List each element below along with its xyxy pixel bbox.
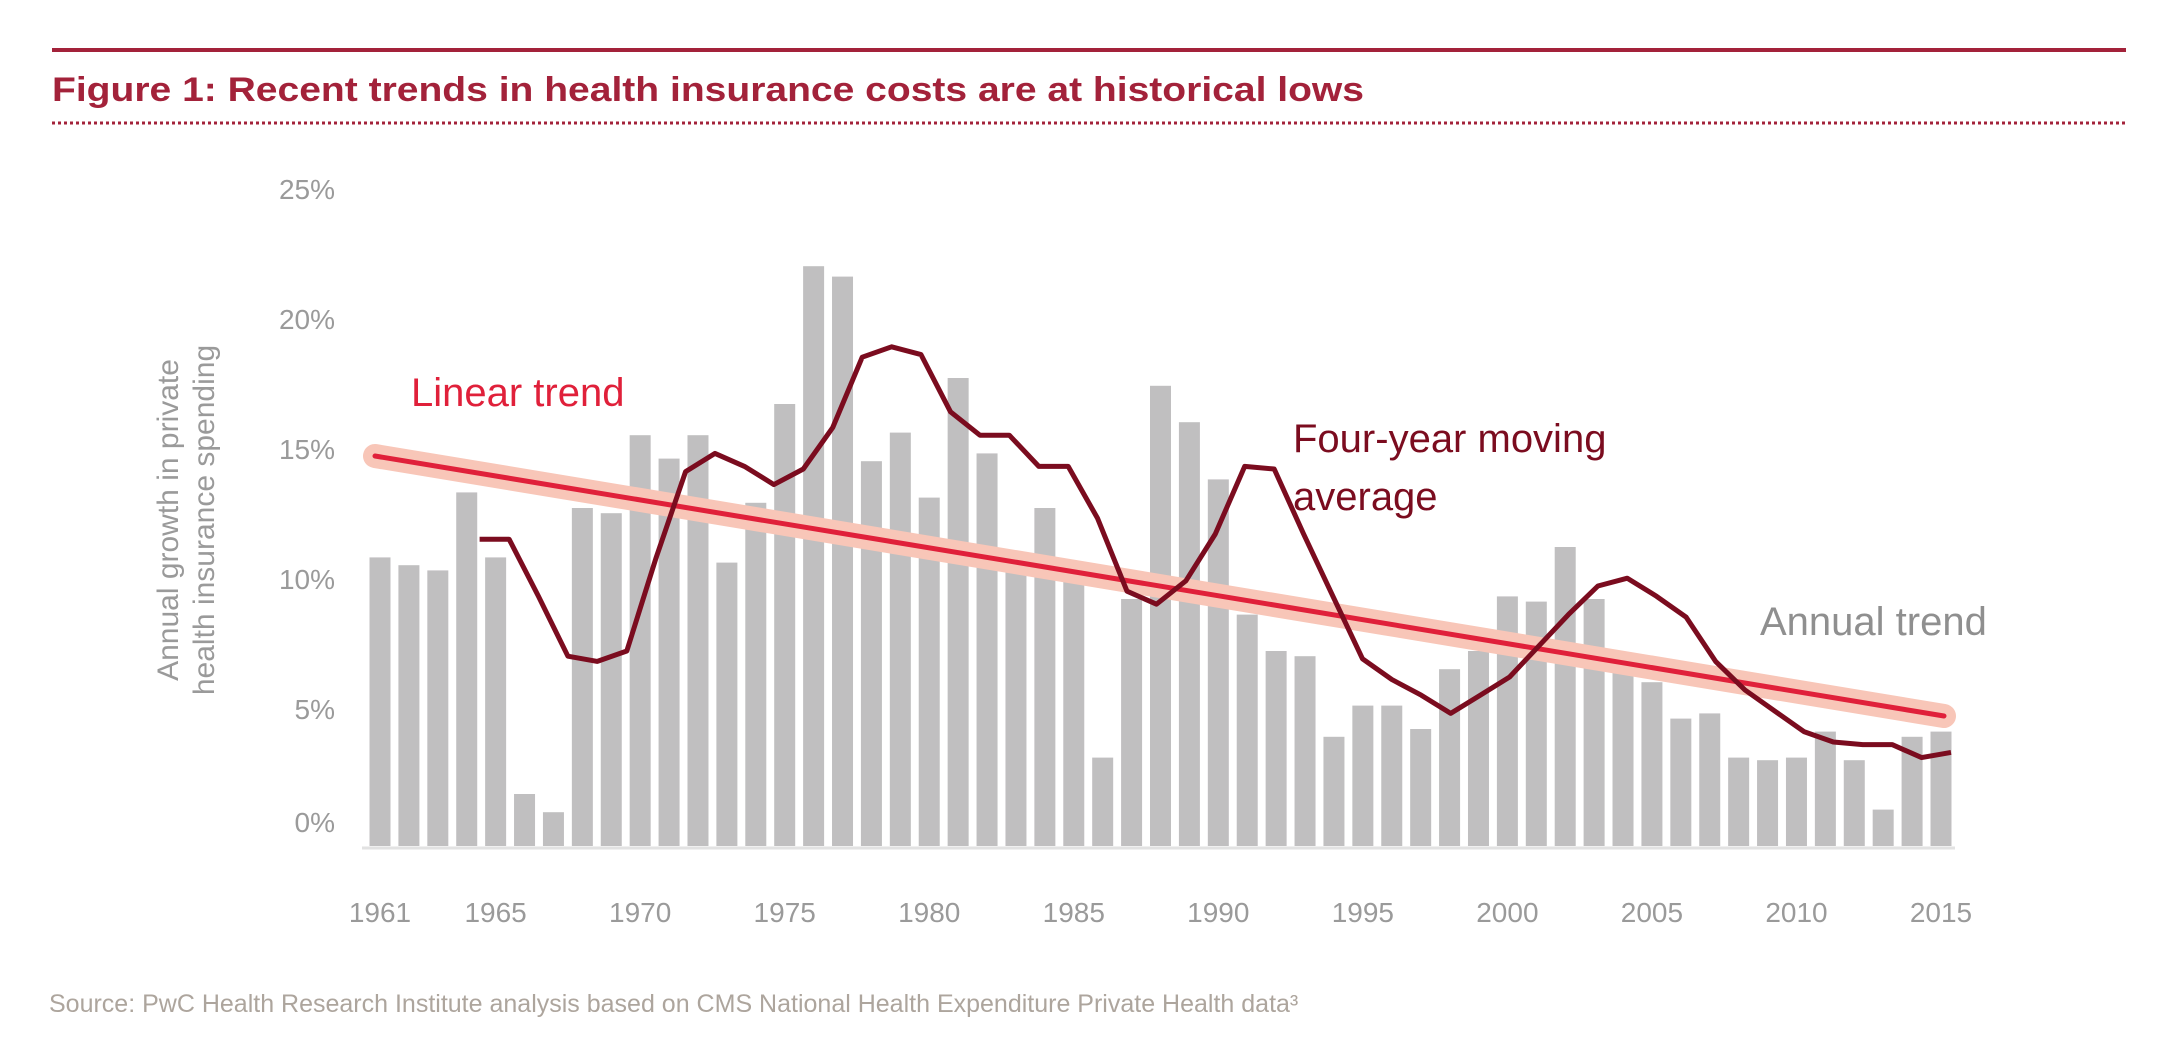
source-note: Source: PwC Health Research Institute an… <box>49 990 1298 1018</box>
x-tick-label: 2000 <box>1476 897 1538 928</box>
bar-1997 <box>1410 729 1432 846</box>
bar-2008 <box>1728 757 1750 846</box>
x-tick-label: 2005 <box>1621 897 1683 928</box>
bar-2013 <box>1872 809 1894 846</box>
moving-average-line <box>479 344 1952 761</box>
bar-2014 <box>1901 736 1923 846</box>
annual-trend-label: Annual trend <box>1760 600 1987 644</box>
x-tick-label: 1975 <box>754 897 816 928</box>
bar-2007 <box>1699 713 1721 846</box>
bar-2015 <box>1930 731 1952 846</box>
bar-1984 <box>1034 508 1056 846</box>
bar-1971 <box>658 458 680 846</box>
bar-2012 <box>1843 760 1865 846</box>
bar-1991 <box>1236 614 1258 846</box>
bar-1961 <box>369 557 391 846</box>
bar-1972 <box>687 435 709 846</box>
bar-2000 <box>1496 596 1518 846</box>
chart-title: Figure 1: Recent trends in health insura… <box>52 71 1364 109</box>
bar-2005 <box>1641 682 1663 846</box>
bar-1980 <box>918 497 940 846</box>
bar-1966 <box>514 794 536 846</box>
bar-2006 <box>1670 718 1692 846</box>
bar-1994 <box>1323 736 1345 846</box>
bar-1983 <box>1005 570 1027 846</box>
bar-1999 <box>1467 651 1489 846</box>
bar-1992 <box>1265 651 1287 846</box>
bar-2002 <box>1554 547 1576 846</box>
x-tick-label: 1980 <box>898 897 960 928</box>
bar-2011 <box>1814 731 1836 846</box>
bar-2001 <box>1525 601 1547 846</box>
y-axis-title: Annual growth in private health insuranc… <box>152 345 221 695</box>
x-tick-label: 1995 <box>1332 897 1394 928</box>
x-tick-label: 1965 <box>464 897 526 928</box>
bar-1995 <box>1352 705 1374 846</box>
bar-1965 <box>485 557 507 846</box>
bar-1962 <box>398 565 420 846</box>
y-axis-title-line-1: Annual growth in private <box>152 359 185 681</box>
bar-1986 <box>1092 757 1114 846</box>
x-tick-label: 1961 <box>349 897 411 928</box>
bar-1970 <box>629 435 651 846</box>
x-tick-label: 1970 <box>609 897 671 928</box>
bar-1990 <box>1207 479 1229 846</box>
bar-1975 <box>774 404 796 846</box>
bar-1998 <box>1439 669 1461 846</box>
bar-1968 <box>571 508 593 846</box>
y-tick-label: 5% <box>295 694 335 725</box>
bar-1974 <box>745 502 767 846</box>
y-tick-label: 10% <box>279 564 335 595</box>
bar-2009 <box>1757 760 1779 846</box>
moving-average <box>479 344 1952 761</box>
x-tick-label: 2010 <box>1765 897 1827 928</box>
y-tick-label: 15% <box>279 434 335 465</box>
bar-1967 <box>542 812 564 846</box>
y-tick-label: 0% <box>295 807 335 838</box>
bar-1979 <box>889 432 911 846</box>
bar-1981 <box>947 378 969 846</box>
y-tick-label: 25% <box>279 174 335 205</box>
bar-1985 <box>1063 580 1085 846</box>
linear-trend-label: Linear trend <box>411 371 624 415</box>
bar-1987 <box>1121 599 1143 846</box>
bar-1969 <box>600 513 622 846</box>
bar-1978 <box>860 461 882 846</box>
bar-1976 <box>803 266 825 846</box>
linear-trend-line <box>372 453 1947 719</box>
moving-average-label-line-2: average <box>1293 475 1438 519</box>
annual-bars <box>369 266 1952 847</box>
bar-1996 <box>1381 705 1403 846</box>
x-axis-ticks: 1961 1965 1970 1975 1980 1985 1990 1995 2000 2005… <box>349 897 1972 928</box>
y-axis-ticks: 0% 5% 10% 15% 20% 25% <box>279 174 335 838</box>
bar-2004 <box>1612 664 1634 846</box>
bar-1964 <box>456 492 478 846</box>
bar-2010 <box>1785 757 1807 846</box>
bar-2003 <box>1583 599 1605 846</box>
linear-trend <box>363 444 1956 728</box>
bar-1963 <box>427 570 449 846</box>
bar-1988 <box>1150 385 1171 846</box>
bar-1993 <box>1294 656 1316 846</box>
moving-average-label-line-1: Four-year moving <box>1293 417 1606 461</box>
y-tick-label: 20% <box>279 304 335 335</box>
bar-1973 <box>716 562 738 846</box>
x-tick-label: 1990 <box>1187 897 1249 928</box>
bar-1982 <box>976 453 998 846</box>
x-tick-label: 2015 <box>1910 897 1972 928</box>
bar-1989 <box>1178 422 1200 846</box>
x-tick-label: 1985 <box>1043 897 1105 928</box>
bar-1977 <box>832 276 854 847</box>
y-axis-title-line-2: health insurance spending <box>188 345 221 695</box>
